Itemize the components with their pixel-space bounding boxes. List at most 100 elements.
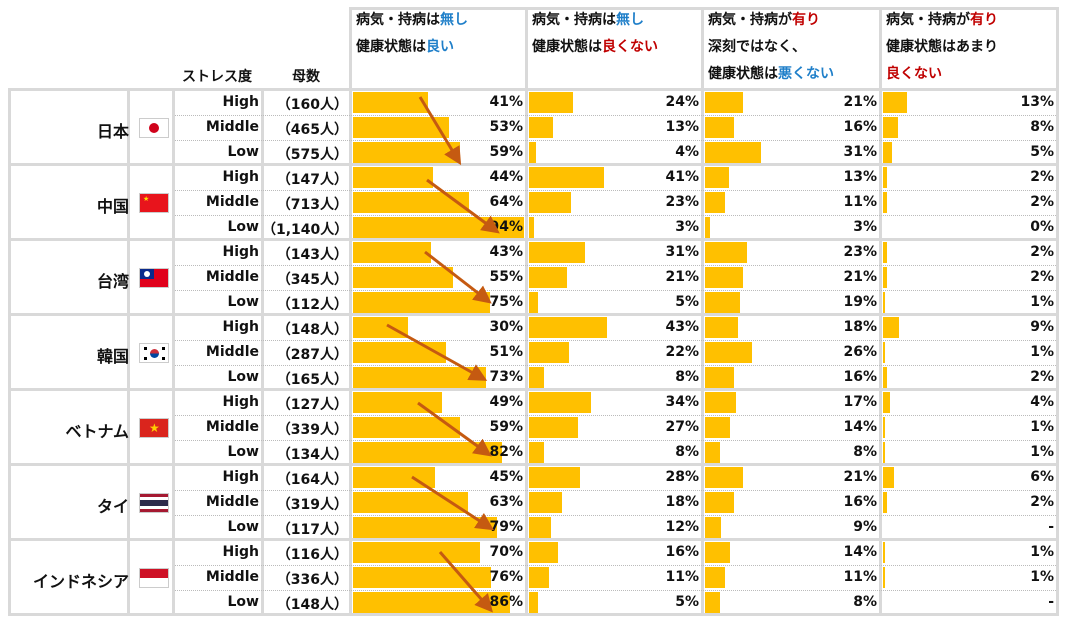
- stress-level: Middle: [205, 569, 259, 585]
- header-text: 有り: [792, 12, 820, 28]
- percent-label: 12%: [665, 519, 699, 535]
- column-header-3: 病気・持病が有り 深刻ではなく、 健康状態は悪くない: [704, 7, 880, 88]
- percent-label: 51%: [489, 344, 523, 360]
- data-bar: [353, 242, 432, 263]
- grid-vline: [701, 7, 704, 614]
- percent-label: 4%: [1030, 394, 1054, 410]
- data-bar: [883, 417, 885, 438]
- row-divider: [175, 340, 1056, 341]
- percent-label: 45%: [489, 469, 523, 485]
- data-bar: [353, 92, 428, 113]
- percent-label: 55%: [489, 269, 523, 285]
- data-bar: [883, 392, 891, 413]
- indonesia-flag-icon: [139, 568, 169, 588]
- sample-size: （147人）: [276, 172, 348, 188]
- percent-label: 9%: [853, 519, 877, 535]
- stress-level: Middle: [205, 344, 259, 360]
- data-bar: [529, 542, 559, 563]
- row-divider: [175, 490, 1056, 491]
- percent-label: 76%: [489, 569, 523, 585]
- percent-label: 2%: [1030, 194, 1054, 210]
- row-divider: [175, 590, 1056, 591]
- header-text: 健康状態は: [356, 39, 426, 55]
- data-bar: [705, 492, 735, 513]
- sample-size: （143人）: [276, 247, 348, 263]
- data-bar: [883, 292, 885, 313]
- sample-size: （160人）: [276, 97, 348, 113]
- percent-label: 82%: [489, 444, 523, 460]
- grid-vline: [525, 7, 528, 614]
- stress-level: High: [222, 544, 259, 560]
- data-bar: [705, 467, 744, 488]
- percent-label: 79%: [489, 519, 523, 535]
- percent-label: 23%: [843, 244, 877, 260]
- percent-label: 59%: [489, 144, 523, 160]
- percent-label: 1%: [1030, 544, 1054, 560]
- stress-level-header: ストレス度: [182, 69, 252, 85]
- data-bar: [883, 267, 887, 288]
- stress-level: Middle: [205, 119, 259, 135]
- percent-label: 16%: [665, 544, 699, 560]
- percent-label: 70%: [489, 544, 523, 560]
- data-bar: [705, 142, 762, 163]
- column-header-4: 病気・持病が有り 健康状態はあまり 良くない: [882, 7, 1057, 88]
- percent-label: 86%: [489, 594, 523, 610]
- percent-label: 1%: [1030, 344, 1054, 360]
- data-bar: [705, 167, 729, 188]
- stress-level: Middle: [205, 419, 259, 435]
- stress-level: High: [222, 319, 259, 335]
- percent-label: 6%: [1030, 469, 1054, 485]
- korea-flag-icon: [139, 343, 169, 363]
- data-bar: [705, 567, 726, 588]
- data-bar: [883, 242, 887, 263]
- header-text: 病気・持病は: [532, 12, 616, 28]
- percent-label: 8%: [853, 594, 877, 610]
- data-bar: [529, 317, 608, 338]
- sample-size: （148人）: [276, 597, 348, 613]
- data-bar: [705, 292, 740, 313]
- percent-label: 2%: [1030, 494, 1054, 510]
- percent-label: 8%: [675, 369, 699, 385]
- header-text: 健康状態はあまり: [886, 39, 998, 55]
- row-divider: [175, 215, 1056, 216]
- data-bar: [883, 567, 885, 588]
- data-bar: [883, 467, 894, 488]
- percent-label: 18%: [665, 494, 699, 510]
- stress-level: High: [222, 469, 259, 485]
- percent-label: 73%: [489, 369, 523, 385]
- sample-size: （127人）: [276, 397, 348, 413]
- percent-label: 19%: [843, 294, 877, 310]
- grid-hline: [8, 313, 1059, 316]
- percent-label: 28%: [665, 469, 699, 485]
- stress-level: Low: [227, 369, 259, 385]
- data-bar: [705, 192, 726, 213]
- data-bar: [883, 492, 887, 513]
- row-divider: [175, 115, 1056, 116]
- data-bar: [705, 367, 735, 388]
- data-bar: [529, 192, 571, 213]
- percent-label: 2%: [1030, 369, 1054, 385]
- data-bar: [705, 267, 744, 288]
- percent-label: 21%: [843, 469, 877, 485]
- percent-label: 31%: [665, 244, 699, 260]
- percent-label: 27%: [665, 419, 699, 435]
- grid-hline: [8, 163, 1059, 166]
- data-bar: [529, 517, 551, 538]
- percent-label: 63%: [489, 494, 523, 510]
- header-text: 悪くない: [778, 66, 834, 82]
- sample-size: （116人）: [276, 547, 348, 563]
- data-bar: [529, 342, 570, 363]
- grid-hline: [8, 538, 1059, 541]
- grid-hline: [349, 7, 1059, 10]
- data-bar: [705, 92, 744, 113]
- data-bar: [705, 442, 720, 463]
- row-divider: [175, 415, 1056, 416]
- stress-level: Low: [227, 519, 259, 535]
- column-header-2: 病気・持病は無し 健康状態は良くない: [528, 7, 702, 61]
- sample-size: （287人）: [276, 347, 348, 363]
- percent-label: 53%: [489, 119, 523, 135]
- data-bar: [883, 192, 887, 213]
- header-text: 病気・持病が: [886, 12, 970, 28]
- percent-label: 11%: [843, 569, 877, 585]
